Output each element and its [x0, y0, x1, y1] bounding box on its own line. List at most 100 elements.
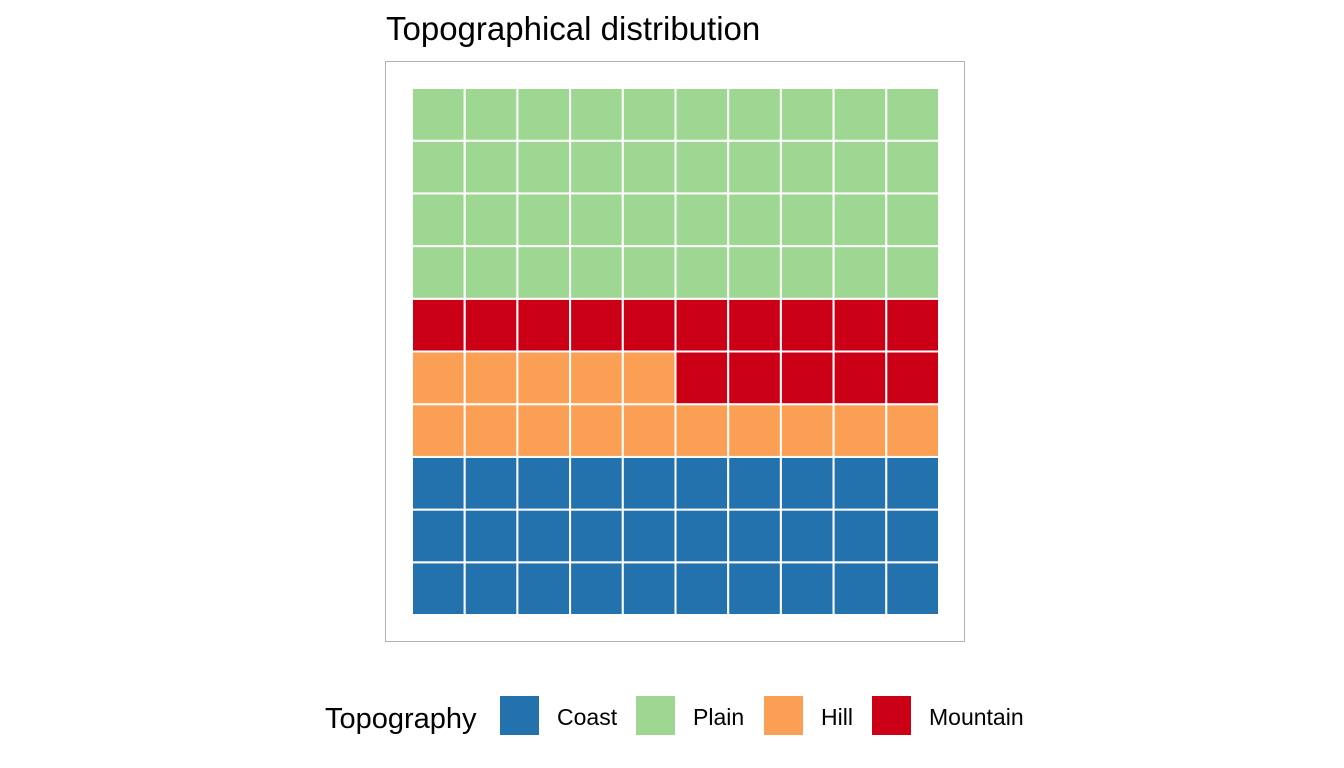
waffle-cell-plain: [463, 139, 519, 195]
waffle-cell-mountain: [779, 350, 835, 406]
waffle-cell-plain: [885, 87, 940, 142]
chart-title: Topographical distribution: [386, 10, 760, 47]
waffle-cell-hill: [411, 350, 466, 406]
waffle-cell-coast: [569, 455, 624, 511]
waffle-cell-plain: [727, 192, 782, 248]
waffle-cell-plain: [463, 87, 519, 142]
waffle-cell-plain: [411, 139, 466, 195]
legend-key-coast: [500, 696, 539, 735]
legend-key-plain: [636, 696, 675, 735]
waffle-cell-hill: [727, 403, 782, 458]
waffle-cell-coast: [779, 561, 835, 616]
waffle-cell-hill: [463, 350, 519, 406]
waffle-cell-plain: [621, 87, 677, 142]
panel-border: [385, 61, 965, 642]
waffle-cell-coast: [463, 508, 519, 564]
waffle-cell-mountain: [727, 350, 782, 406]
waffle-cell-coast: [885, 561, 940, 616]
legend-label-coast: Coast: [557, 704, 618, 730]
waffle-cell-plain: [832, 245, 888, 300]
waffle-cell-hill: [832, 403, 888, 458]
waffle-cell-coast: [463, 561, 519, 616]
waffle-cell-plain: [832, 192, 888, 248]
waffle-cell-plain: [727, 245, 782, 300]
waffle-cell-plain: [621, 192, 677, 248]
waffle-cell-plain: [569, 139, 624, 195]
waffle-cell-plain: [621, 139, 677, 195]
legend-title: Topography: [325, 703, 477, 735]
waffle-cell-mountain: [885, 297, 940, 353]
waffle-cell-coast: [885, 455, 940, 511]
waffle-cell-hill: [411, 403, 466, 458]
waffle-cell-coast: [674, 455, 730, 511]
waffle-cell-plain: [516, 139, 572, 195]
waffle-cell-plain: [885, 245, 940, 300]
waffle-cell-mountain: [411, 297, 466, 353]
waffle-cell-plain: [885, 139, 940, 195]
legend: Topography Coast Plain Hill Mountain: [325, 696, 1024, 735]
waffle-cell-mountain: [779, 297, 835, 353]
waffle-cell-mountain: [516, 297, 572, 353]
waffle-cell-plain: [779, 245, 835, 300]
waffle-cell-plain: [779, 139, 835, 195]
waffle-cell-plain: [411, 245, 466, 300]
waffle-cell-coast: [832, 508, 888, 564]
waffle-cell-plain: [463, 245, 519, 300]
waffle-cell-coast: [516, 455, 572, 511]
waffle-cell-hill: [674, 403, 730, 458]
waffle-cell-coast: [463, 455, 519, 511]
waffle-cell-coast: [411, 455, 466, 511]
waffle-cell-plain: [674, 139, 730, 195]
legend-label-mountain: Mountain: [929, 704, 1024, 730]
waffle-cell-coast: [674, 561, 730, 616]
waffle-cell-plain: [674, 87, 730, 142]
waffle-cell-coast: [832, 455, 888, 511]
waffle-cell-mountain: [832, 297, 888, 353]
waffle-cell-coast: [727, 455, 782, 511]
waffle-cell-mountain: [674, 297, 730, 353]
waffle-cell-coast: [569, 561, 624, 616]
waffle-cell-coast: [832, 561, 888, 616]
waffle-cell-plain: [885, 192, 940, 248]
waffle-cell-coast: [516, 561, 572, 616]
waffle-cell-coast: [621, 455, 677, 511]
waffle-cell-coast: [885, 508, 940, 564]
waffle-cell-plain: [779, 192, 835, 248]
waffle-cell-plain: [832, 87, 888, 142]
waffle-cell-hill: [516, 403, 572, 458]
waffle-cell-mountain: [727, 297, 782, 353]
waffle-cell-hill: [569, 350, 624, 406]
waffle-cell-coast: [779, 508, 835, 564]
waffle-cell-plain: [621, 245, 677, 300]
waffle-cell-plain: [516, 87, 572, 142]
legend-key-mountain: [872, 696, 911, 735]
waffle-cell-coast: [411, 508, 466, 564]
waffle-cell-hill: [885, 403, 940, 458]
waffle-cell-coast: [727, 561, 782, 616]
waffle-cell-plain: [569, 87, 624, 142]
waffle-cell-hill: [463, 403, 519, 458]
waffle-cell-plain: [569, 245, 624, 300]
waffle-cell-coast: [411, 561, 466, 616]
waffle-cell-plain: [727, 87, 782, 142]
waffle-cell-coast: [621, 561, 677, 616]
waffle-cell-coast: [516, 508, 572, 564]
waffle-cell-plain: [463, 192, 519, 248]
waffle-cell-plain: [674, 245, 730, 300]
waffle-cell-plain: [727, 139, 782, 195]
waffle-cell-plain: [569, 192, 624, 248]
waffle-cell-mountain: [463, 297, 519, 353]
waffle-cell-plain: [779, 87, 835, 142]
waffle-cell-hill: [621, 350, 677, 406]
waffle-cell-mountain: [674, 350, 730, 406]
waffle-cell-hill: [516, 350, 572, 406]
waffle-cell-coast: [727, 508, 782, 564]
waffle-cell-plain: [516, 245, 572, 300]
waffle-cell-mountain: [621, 297, 677, 353]
waffle-cell-coast: [569, 508, 624, 564]
waffle-cell-mountain: [569, 297, 624, 353]
waffle-cell-plain: [411, 87, 466, 142]
waffle-cell-coast: [674, 508, 730, 564]
waffle-cell-mountain: [885, 350, 940, 406]
